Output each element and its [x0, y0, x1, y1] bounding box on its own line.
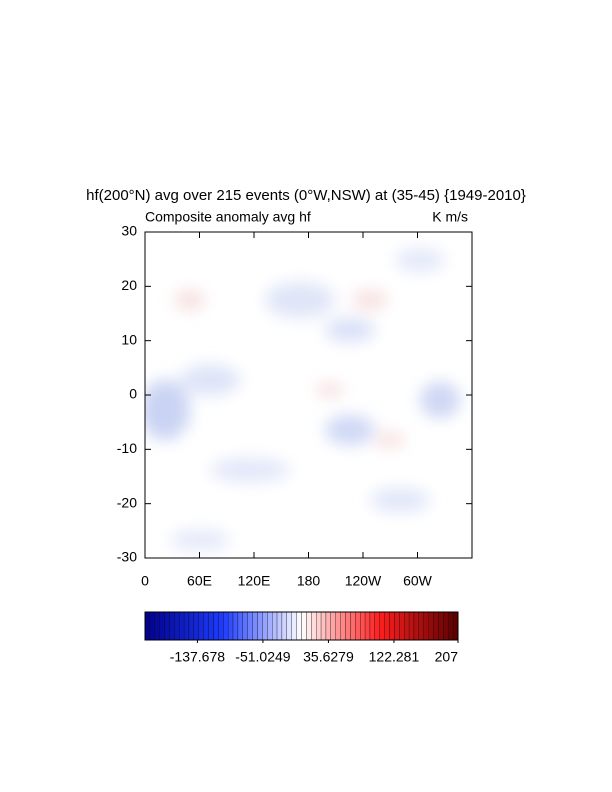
x-tick-label: 0: [141, 573, 149, 589]
colorbar-box: [384, 611, 390, 641]
colorbar-box: [335, 611, 341, 641]
colorbar-box: [144, 611, 151, 641]
colorbar-label: -51.0249: [235, 649, 290, 665]
colorbar-box: [364, 611, 371, 641]
colorbar-box: [188, 611, 195, 641]
colorbar-box: [394, 611, 400, 641]
colorbar-box: [443, 611, 449, 641]
colorbar-box: [404, 611, 410, 641]
colorbar-box: [232, 611, 239, 641]
colorbar-box: [247, 611, 253, 641]
colorbar-box: [413, 611, 420, 641]
colorbar-box: [296, 611, 302, 641]
colorbar-box: [169, 611, 175, 641]
colorbar-label: 122.281: [369, 649, 420, 665]
x-tick-label: 120W: [345, 573, 382, 589]
right-subtitle: K m/s: [432, 209, 468, 225]
colorbar-box: [379, 611, 385, 641]
x-tick-label: 60E: [187, 573, 212, 589]
colorbar-box: [213, 611, 219, 641]
colorbar-box: [198, 611, 204, 641]
colorbar-box: [291, 611, 297, 641]
colorbar-box: [428, 611, 434, 641]
colorbar-box: [149, 611, 155, 641]
colorbar-box: [257, 611, 263, 641]
colorbar-box: [203, 611, 209, 641]
x-tick-label: 60W: [403, 573, 433, 589]
colorbar-box: [272, 611, 278, 641]
colorbar-box: [340, 611, 346, 641]
colorbar-box: [301, 611, 307, 641]
y-tick-label: 30: [121, 223, 137, 239]
colorbar-box: [389, 611, 395, 641]
y-tick-label: -20: [117, 494, 137, 510]
colorbar-box: [345, 611, 351, 641]
colorbar-box: [183, 611, 190, 641]
colorbar-box: [320, 611, 327, 641]
colorbar-box: [281, 611, 287, 641]
colorbar-label: 207: [435, 649, 459, 665]
colorbar-frame: [144, 611, 459, 641]
chart-title: hf(200°N) avg over 215 events (0°W,NSW) …: [86, 187, 526, 204]
colorbar-box: [355, 611, 361, 641]
colorbar-box: [218, 611, 224, 641]
colorbar-box: [369, 611, 376, 641]
colorbar-box: [227, 611, 234, 641]
colorbar-box: [267, 611, 273, 641]
colorbar-label: 35.6279: [303, 649, 354, 665]
colorbar-box: [306, 611, 312, 641]
colorbar-box: [208, 611, 214, 641]
colorbar-box: [262, 611, 268, 641]
y-tick-label: 10: [121, 331, 137, 347]
colorbar-box: [423, 611, 429, 641]
colorbar-box: [452, 611, 459, 641]
colorbar-box: [223, 611, 229, 641]
y-tick-label: 20: [121, 277, 137, 293]
colorbar-box: [360, 611, 366, 641]
colorbar-box: [399, 611, 405, 641]
colorbar-box: [316, 611, 322, 641]
y-tick-label: -10: [117, 440, 137, 456]
left-subtitle: Composite anomaly avg hf: [145, 209, 311, 225]
colorbar-box: [408, 611, 415, 641]
y-tick-label: 0: [129, 386, 137, 402]
colorbar-box: [276, 611, 283, 641]
colorbar-box: [433, 611, 439, 641]
colorbar-box: [154, 611, 160, 641]
colorbar-box: [252, 611, 258, 641]
colorbar-label: -137.678: [170, 649, 225, 665]
colorbar-box: [179, 611, 185, 641]
colorbar-box: [237, 611, 243, 641]
colorbar-box: [325, 611, 331, 641]
x-tick-label: 120E: [238, 573, 271, 589]
colorbar-box: [350, 611, 356, 641]
colorbar-box: [242, 611, 248, 641]
colorbar-box: [193, 611, 199, 641]
colorbar-box: [330, 611, 336, 641]
colorbar-box: [159, 611, 165, 641]
colorbar-box: [448, 611, 454, 641]
colorbar-box: [438, 611, 444, 641]
field: [145, 248, 460, 550]
colorbar-box: [418, 611, 424, 641]
colorbar-box: [311, 611, 317, 641]
colorbar-box: [374, 611, 380, 641]
y-tick-label: -30: [117, 549, 137, 565]
colorbar-box: [286, 611, 292, 641]
colorbar-box: [174, 611, 180, 641]
x-tick-label: 180: [297, 573, 321, 589]
colorbar-box: [164, 611, 170, 641]
